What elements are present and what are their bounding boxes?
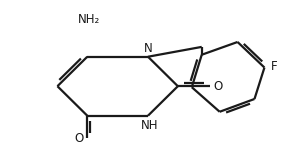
- Text: NH₂: NH₂: [78, 13, 100, 26]
- Text: F: F: [271, 60, 277, 73]
- Text: O: O: [75, 132, 84, 145]
- Text: NH: NH: [141, 119, 158, 132]
- Text: N: N: [144, 42, 152, 55]
- Text: O: O: [213, 80, 222, 93]
